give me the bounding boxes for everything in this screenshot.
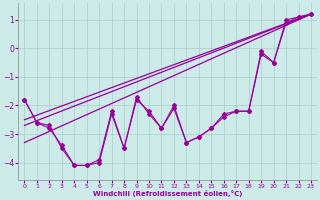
- X-axis label: Windchill (Refroidissement éolien,°C): Windchill (Refroidissement éolien,°C): [93, 190, 242, 197]
